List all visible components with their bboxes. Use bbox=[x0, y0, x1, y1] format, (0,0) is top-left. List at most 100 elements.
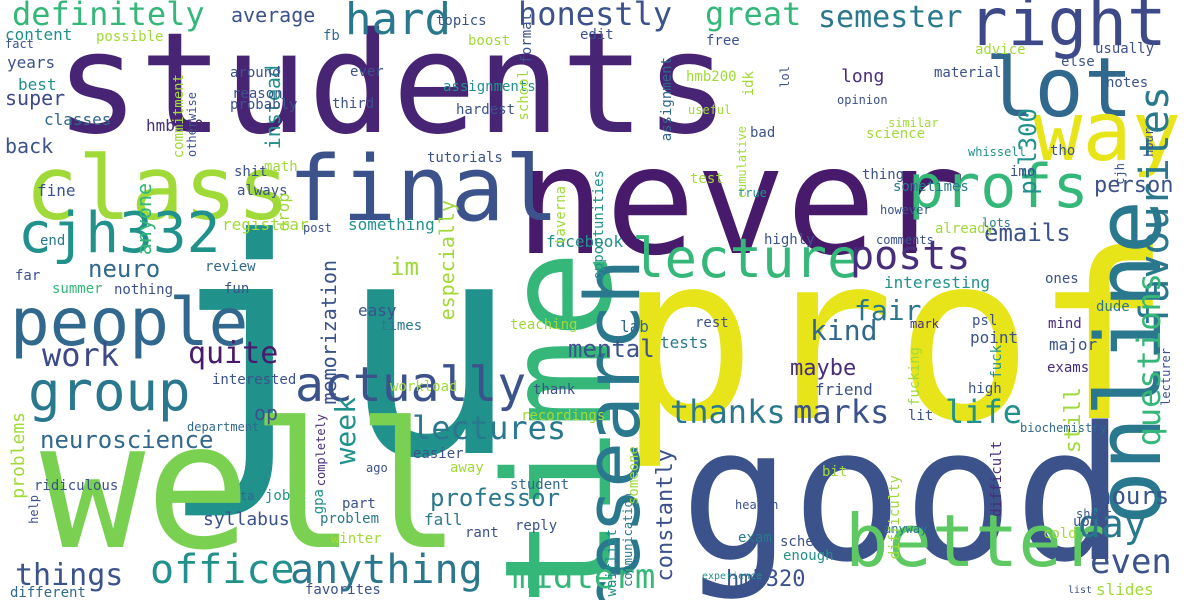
word-shit: shit bbox=[234, 164, 268, 180]
word-maybe: maybe bbox=[790, 356, 857, 381]
word-enough: enough bbox=[783, 548, 834, 564]
word-summer: summer bbox=[52, 281, 103, 297]
word-however: however bbox=[880, 203, 931, 217]
word-ever: ever bbox=[350, 64, 384, 80]
word-rant: rant bbox=[465, 525, 499, 541]
word-someone: someone bbox=[626, 446, 642, 506]
word-communication: communication bbox=[621, 493, 635, 587]
word-hour: hour bbox=[1142, 128, 1156, 157]
word-opportunities: opportunities bbox=[591, 170, 607, 280]
word-gpa: gpa bbox=[311, 489, 327, 515]
word-friend: friend bbox=[815, 380, 873, 399]
word-syllabus: syllabus bbox=[203, 509, 290, 530]
word-semester: semester bbox=[818, 0, 963, 35]
word-thanks: thanks bbox=[670, 393, 786, 431]
word-lecturer: lecturer bbox=[1159, 348, 1173, 406]
word-hmb200: hmb200 bbox=[686, 69, 737, 85]
word-material: material bbox=[934, 65, 1002, 81]
word-opinion: opinion bbox=[837, 93, 888, 107]
word-cold: cold bbox=[1043, 526, 1077, 542]
word-work: work bbox=[42, 336, 120, 374]
word-interested: interested bbox=[212, 372, 297, 388]
word-cjh: cjh bbox=[1113, 163, 1127, 185]
word-life: life bbox=[945, 393, 1023, 431]
word-hmb310: hmb310 bbox=[146, 116, 204, 135]
word-kind: kind bbox=[810, 314, 878, 347]
word-waitlist: waitlist bbox=[604, 529, 620, 597]
word-fuck: fuck bbox=[989, 345, 1005, 379]
word-week: week bbox=[329, 397, 362, 465]
word-ridiculous: ridiculous bbox=[34, 478, 119, 494]
word-otherwise: otherwise bbox=[185, 92, 199, 158]
word-difficult: difficult bbox=[989, 441, 1005, 517]
word-problem: problem bbox=[320, 511, 380, 527]
word-lit: lit bbox=[908, 408, 934, 424]
word-way: way bbox=[1033, 85, 1182, 180]
word-back: back bbox=[5, 134, 54, 158]
word-exams: exams bbox=[1047, 360, 1090, 376]
word-possible: possible bbox=[96, 29, 164, 45]
word-rest: rest bbox=[695, 315, 729, 331]
word-drop: drop bbox=[274, 193, 293, 232]
word-mind: mind bbox=[1048, 316, 1082, 332]
word-day: day bbox=[1078, 502, 1147, 546]
word-bad: bad bbox=[750, 125, 776, 141]
word-imo: imo bbox=[1010, 164, 1036, 180]
word-comments: comments bbox=[876, 233, 934, 247]
word-always: always bbox=[237, 183, 288, 199]
word-scheme: scheme bbox=[780, 534, 831, 550]
word-lot: lot bbox=[985, 41, 1134, 136]
word-fucking: fucking bbox=[907, 347, 923, 407]
word-problems: problems bbox=[8, 412, 29, 499]
word-probably: probably bbox=[230, 97, 298, 113]
word-never: never bbox=[515, 115, 967, 289]
word-ju: ju bbox=[158, 175, 520, 524]
word-well: well bbox=[40, 386, 462, 589]
word-else: else bbox=[1061, 54, 1095, 70]
word-times: times bbox=[380, 318, 423, 334]
word-assignments: assignments bbox=[443, 79, 536, 95]
word-anyway: anyway bbox=[884, 522, 928, 536]
word-lecture: lecture bbox=[632, 227, 860, 290]
word-hours: hours bbox=[1097, 482, 1170, 510]
word-end: end bbox=[40, 233, 66, 249]
word-completely: completely bbox=[314, 414, 328, 487]
word-biochemistry: biochemistry bbox=[1020, 421, 1107, 435]
word-mark: mark bbox=[910, 317, 939, 331]
word-idk: idk bbox=[741, 71, 757, 97]
word-difficulty: difficulty bbox=[887, 475, 903, 560]
word-uoft: uoft bbox=[1073, 514, 1107, 530]
word-cumulative: cumulative bbox=[735, 126, 749, 199]
word-exam: exam bbox=[738, 530, 772, 546]
word-post: post bbox=[303, 221, 332, 235]
word-neuroscience: neuroscience bbox=[40, 426, 214, 454]
word-topics: topics bbox=[436, 13, 487, 29]
word-fact: fact bbox=[5, 37, 34, 51]
word-students: students bbox=[55, 3, 730, 166]
word-thank: thank bbox=[533, 382, 576, 398]
word-fall: fall bbox=[424, 510, 463, 529]
word-anyone: anyone bbox=[132, 183, 156, 256]
word-bit: bit bbox=[822, 464, 848, 480]
word-teaching: teaching bbox=[510, 317, 578, 333]
word-cjh332: cjh332 bbox=[18, 201, 221, 266]
word-major: major bbox=[1049, 335, 1098, 354]
word-boost: boost bbox=[468, 33, 511, 49]
word-emails: emails bbox=[984, 219, 1071, 247]
word-classes: classes bbox=[44, 110, 112, 129]
word-help: help bbox=[27, 495, 41, 524]
word-winter: winter bbox=[331, 531, 382, 547]
word-better: better bbox=[845, 499, 1106, 583]
word-things: things bbox=[15, 558, 124, 593]
word-around: around bbox=[230, 65, 281, 81]
word-tests: tests bbox=[660, 333, 709, 352]
word-anything: anything bbox=[290, 547, 483, 593]
word-fun: fun bbox=[224, 281, 250, 297]
word-sometimes: sometimes bbox=[893, 179, 969, 195]
word-memorization: memorization bbox=[317, 260, 341, 405]
word-hardest: hardest bbox=[456, 102, 516, 118]
word-third: third bbox=[332, 96, 375, 112]
word-favorites: favorites bbox=[305, 582, 381, 598]
word-tutorials: tutorials bbox=[427, 150, 503, 166]
